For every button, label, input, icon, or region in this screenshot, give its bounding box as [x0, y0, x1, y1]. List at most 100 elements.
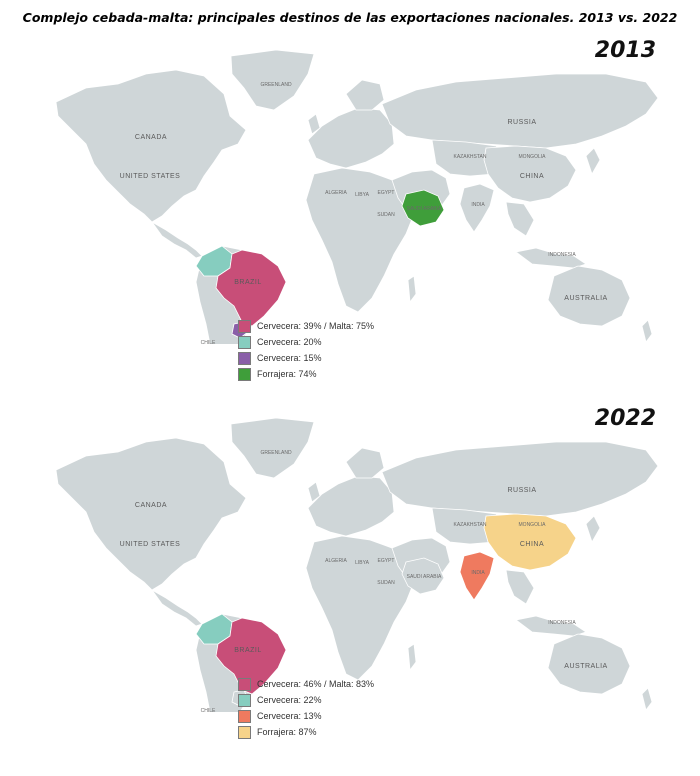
legend-label: Cervecera: 13% — [257, 711, 322, 721]
label-mongolia: MONGOLIA — [519, 522, 547, 528]
label-sudan: SUDAN — [377, 580, 395, 586]
legend-swatch — [238, 319, 251, 333]
label-russia: RUSSIA — [507, 119, 536, 126]
legend-label: Cervecera: 20% — [257, 337, 322, 347]
legend-swatch — [238, 351, 251, 365]
legend-swatch — [238, 693, 251, 707]
uk-shape — [307, 481, 321, 503]
china-shape — [483, 513, 577, 571]
australia-shape — [547, 633, 631, 695]
label-greenland: GREENLAND — [260, 450, 292, 456]
label-chile: CHILE — [201, 708, 216, 712]
new-zealand-shape — [641, 687, 653, 711]
europe-shape — [307, 107, 395, 169]
legend-label: Cervecera: 39% / Malta: 75% — [257, 321, 375, 331]
legend-label: Cervecera: 15% — [257, 353, 322, 363]
label-brazil: BRAZIL — [234, 279, 262, 286]
madagascar-shape — [407, 275, 417, 304]
saudi-arabia-shape — [401, 189, 445, 227]
legend-item: Cervecera: 15% — [238, 350, 374, 366]
australia-shape — [547, 265, 631, 327]
label-kazakhstan: KAZAKHSTAN — [454, 522, 487, 528]
africa-shape — [305, 535, 415, 681]
madagascar-shape — [407, 643, 417, 672]
label-china: CHINA — [520, 173, 544, 180]
legend-item: Cervecera: 22% — [238, 692, 374, 708]
year-label: 2013 — [594, 38, 656, 63]
label-greenland: GREENLAND — [260, 82, 292, 88]
label-saudi-arabia: SAUDI ARABIA — [407, 574, 442, 580]
greenland-shape — [230, 49, 315, 111]
southeast-asia-shape — [505, 569, 535, 605]
label-mongolia: MONGOLIA — [519, 154, 547, 160]
label-algeria: ALGERIA — [325, 558, 347, 564]
central-america-shape — [151, 221, 203, 259]
scandinavia-shape — [345, 447, 385, 479]
label-libya: LIBYA — [355, 560, 369, 566]
saudi-arabia-shape — [401, 557, 445, 595]
label-canada: CANADA — [135, 134, 167, 141]
legend-item: Cervecera: 13% — [238, 708, 374, 724]
label-libya: LIBYA — [355, 192, 369, 198]
legend-label: Forrajera: 87% — [257, 727, 317, 737]
china-shape — [483, 145, 577, 203]
year-label: 2022 — [594, 406, 656, 431]
legend-item: Cervecera: 46% / Malta: 83% — [238, 676, 374, 692]
label-egypt: EGYPT — [378, 558, 395, 564]
uk-shape — [307, 113, 321, 135]
label-indonesia: INDONESIA — [548, 252, 576, 258]
legend-swatch — [238, 725, 251, 739]
brazil-shape — [215, 249, 287, 327]
label-russia: RUSSIA — [507, 487, 536, 494]
greenland-shape — [230, 417, 315, 479]
label-united-states: UNITED STATES — [120, 173, 181, 180]
legend-label: Cervecera: 22% — [257, 695, 322, 705]
central-america-shape — [151, 589, 203, 627]
label-brazil: BRAZIL — [234, 647, 262, 654]
legend-swatch — [238, 677, 251, 691]
southeast-asia-shape — [505, 201, 535, 237]
legend-2013: Cervecera: 39% / Malta: 75% Cervecera: 20… — [238, 318, 374, 382]
russia-shape — [381, 441, 659, 517]
map-panel-2022: CANADA UNITED STATES GREENLAND RUSSIA CHINA B… — [46, 406, 666, 712]
label-indonesia: INDONESIA — [548, 620, 576, 626]
legend-item: Forrajera: 87% — [238, 724, 374, 740]
label-india: INDIA — [471, 202, 485, 208]
scandinavia-shape — [345, 79, 385, 111]
label-saudi-arabia: SAUDI ARABIA — [407, 206, 442, 212]
japan-shape — [585, 147, 601, 175]
legend-label: Forrajera: 74% — [257, 369, 317, 379]
legend-swatch — [238, 709, 251, 723]
indonesia-shape — [515, 247, 587, 269]
world-map: CANADA UNITED STATES GREENLAND RUSSIA CHINA B… — [55, 49, 659, 344]
legend-label: Cervecera: 46% / Malta: 83% — [257, 679, 375, 689]
indonesia-shape — [515, 615, 587, 637]
figure-title: Complejo cebada-malta: principales desti… — [22, 10, 678, 25]
brazil-shape — [215, 617, 287, 695]
world-map: CANADA UNITED STATES GREENLAND RUSSIA CHINA B… — [55, 417, 659, 712]
map-panel-2013: CANADA UNITED STATES GREENLAND RUSSIA CHINA B… — [46, 38, 666, 344]
europe-shape — [307, 475, 395, 537]
russia-shape — [381, 73, 659, 149]
legend-item: Forrajera: 74% — [238, 366, 374, 382]
legend-item: Cervecera: 20% — [238, 334, 374, 350]
label-kazakhstan: KAZAKHSTAN — [454, 154, 487, 160]
label-canada: CANADA — [135, 502, 167, 509]
japan-shape — [585, 515, 601, 543]
label-australia: AUSTRALIA — [564, 295, 607, 302]
north-america-shape — [55, 69, 247, 223]
label-chile: CHILE — [201, 340, 216, 344]
label-egypt: EGYPT — [378, 190, 395, 196]
label-china: CHINA — [520, 541, 544, 548]
legend-swatch — [238, 335, 251, 349]
new-zealand-shape — [641, 319, 653, 343]
africa-shape — [305, 167, 415, 313]
india-shape — [459, 551, 495, 601]
india-shape — [459, 183, 495, 233]
legend-item: Cervecera: 39% / Malta: 75% — [238, 318, 374, 334]
label-algeria: ALGERIA — [325, 190, 347, 196]
legend-swatch — [238, 367, 251, 381]
legend-2022: Cervecera: 46% / Malta: 83% Cervecera: 22… — [238, 676, 374, 740]
label-united-states: UNITED STATES — [120, 541, 181, 548]
label-australia: AUSTRALIA — [564, 663, 607, 670]
